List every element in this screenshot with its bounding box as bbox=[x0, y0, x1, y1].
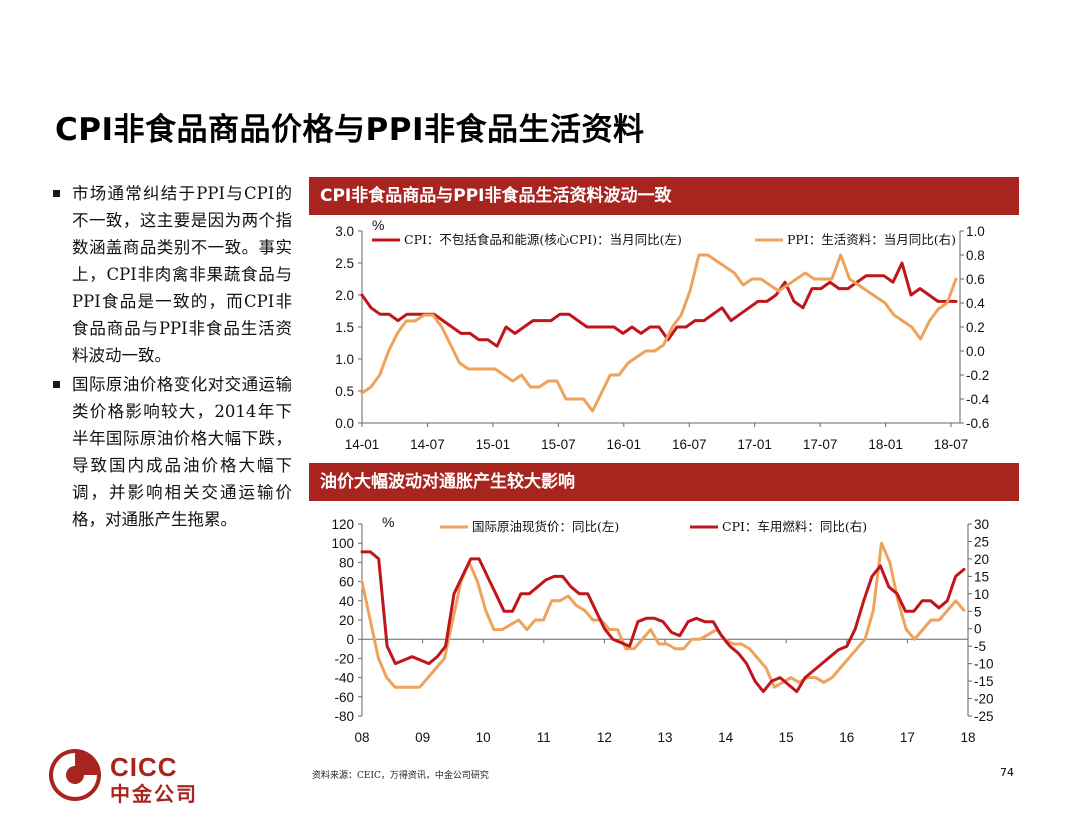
chart1-x-tick-label: 16-07 bbox=[672, 437, 707, 452]
chart2-y-right-tick-label: 30 bbox=[974, 517, 989, 532]
chart1-y-right-tick-label: -0.6 bbox=[966, 416, 989, 431]
cicc-logo-icon bbox=[49, 749, 101, 801]
chart1-unit-label: % bbox=[372, 217, 384, 233]
bullet-item: 国际原油价格变化对交通运输类价格影响较大，2014年下半年国际原油价格大幅下跌，… bbox=[52, 371, 292, 533]
chart2-x-tick-label: 16 bbox=[839, 730, 854, 745]
bullet-square-icon bbox=[53, 190, 60, 197]
chart2-x-tick-label: 17 bbox=[900, 730, 915, 745]
chart2-y-right-tick-label: -10 bbox=[974, 657, 994, 672]
bullet-text: 市场通常纠结于PPI与CPI的不一致，这主要是因为两个指数涵盖商品类别不一致。事… bbox=[72, 184, 292, 365]
chart2-y-right-tick-label: 5 bbox=[974, 604, 982, 619]
logo-text-en: CICC bbox=[110, 752, 178, 782]
chart1-y-right-tick-label: -0.4 bbox=[966, 392, 990, 407]
chart1-series-line-1 bbox=[360, 261, 958, 348]
chart1-y-left-tick-label: 0.5 bbox=[335, 384, 354, 399]
chart1-x-tick-label: 16-01 bbox=[607, 437, 642, 452]
chart2-y-right-tick-label: 20 bbox=[974, 552, 989, 567]
chart2-y-right-tick-label: 0 bbox=[974, 622, 982, 637]
logo-text-cn: 中金公司 bbox=[110, 782, 198, 806]
chart1-x-tick-label: 14-07 bbox=[410, 437, 445, 452]
bullet-square-icon bbox=[53, 381, 60, 388]
chart2-series-line-2 bbox=[360, 550, 966, 694]
chart1-x-tick-label: 15-01 bbox=[476, 437, 511, 452]
chart2-x-tick-label: 14 bbox=[718, 730, 734, 745]
chart2-y-right-tick-label: 10 bbox=[974, 587, 989, 602]
chart1-y-left-tick-label: 2.0 bbox=[335, 288, 354, 303]
chart1-y-right-tick-label: -0.2 bbox=[966, 368, 989, 383]
chart2-y-left-tick-label: 120 bbox=[331, 517, 354, 532]
chart1-x-tick-label: 18-01 bbox=[868, 437, 903, 452]
chart2-legend-label-1: 国际原油现货价：同比(左) bbox=[472, 519, 619, 534]
chart2-x-tick-label: 15 bbox=[779, 730, 794, 745]
chart1-y-left-tick-label: 2.5 bbox=[335, 256, 354, 271]
chart1-y-right-tick-label: 0.4 bbox=[966, 296, 985, 311]
chart2-y-left-tick-label: 40 bbox=[339, 594, 354, 609]
chart2-y-left-tick-label: -60 bbox=[334, 690, 354, 705]
chart1-y-right-tick-label: 0.8 bbox=[966, 248, 985, 263]
chart1-y-right-tick-label: 0.0 bbox=[966, 344, 985, 359]
chart2-y-right-tick-label: 15 bbox=[974, 569, 989, 584]
chart2-y-left-tick-label: 0 bbox=[346, 632, 354, 647]
chart2-y-right-tick-label: -25 bbox=[974, 709, 994, 724]
chart2-y-right-tick-label: -15 bbox=[974, 674, 994, 689]
chart2-x-tick-label: 18 bbox=[960, 730, 975, 745]
chart2-y-left-tick-label: 60 bbox=[339, 575, 354, 590]
chart2-y-right-tick-label: 25 bbox=[974, 534, 989, 549]
chart2-x-tick-label: 11 bbox=[537, 730, 551, 745]
chart2-x-tick-label: 13 bbox=[657, 730, 672, 745]
chart2-y-left-tick-label: 80 bbox=[339, 555, 354, 570]
chart2-x-tick-label: 10 bbox=[476, 730, 491, 745]
chart1-series-line-2 bbox=[360, 253, 958, 413]
bullet-list: 市场通常纠结于PPI与CPI的不一致，这主要是因为两个指数涵盖商品类别不一致。事… bbox=[52, 180, 292, 535]
bullet-text: 国际原油价格变化对交通运输类价格影响较大，2014年下半年国际原油价格大幅下跌，… bbox=[72, 375, 292, 529]
chart2-series-line-1 bbox=[360, 541, 966, 689]
chart2-y-right-tick-label: -5 bbox=[974, 639, 986, 654]
chart1-y-left-tick-label: 1.0 bbox=[335, 352, 354, 367]
page-number: 74 bbox=[1000, 766, 1014, 779]
source-note: 资料来源：CEIC，万得资讯，中金公司研究 bbox=[312, 771, 489, 781]
chart2-y-left-tick-label: 20 bbox=[339, 613, 354, 628]
chart1-x-tick-label: 17-07 bbox=[803, 437, 838, 452]
chart2-y-left-tick-label: -20 bbox=[334, 651, 354, 666]
chart2-y-left-tick-label: -80 bbox=[334, 709, 354, 724]
chart2-y-left-tick-label: 100 bbox=[331, 536, 354, 551]
chart1-y-left-tick-label: 1.5 bbox=[335, 320, 354, 335]
chart2-x-tick-label: 09 bbox=[415, 730, 430, 745]
chart2-unit-label: % bbox=[382, 514, 394, 530]
chart1-y-right-tick-label: 0.6 bbox=[966, 272, 985, 287]
chart2-header: 油价大幅波动对通胀产生较大影响 bbox=[309, 463, 1019, 501]
chart1-x-tick-label: 18-07 bbox=[934, 437, 969, 452]
chart2-legend-label-2: CPI：车用燃料：同比(右) bbox=[722, 519, 867, 534]
page-title: CPI非食品商品价格与PPI非食品生活资料 bbox=[55, 112, 645, 148]
chart1-header: CPI非食品商品与PPI非食品生活资料波动一致 bbox=[309, 177, 1019, 215]
chart1-x-tick-label: 17-01 bbox=[737, 437, 772, 452]
chart1-y-left-tick-label: 3.0 bbox=[335, 224, 354, 239]
chart2-x-tick-label: 12 bbox=[597, 730, 612, 745]
bullet-item: 市场通常纠结于PPI与CPI的不一致，这主要是因为两个指数涵盖商品类别不一致。事… bbox=[52, 180, 292, 369]
chart1-legend-label-2: PPI：生活资料：当月同比(右) bbox=[787, 232, 956, 247]
chart1-x-tick-label: 15-07 bbox=[541, 437, 576, 452]
chart2-x-tick-label: 08 bbox=[354, 730, 369, 745]
chart1-y-left-tick-label: 0.0 bbox=[335, 416, 354, 431]
chart2-y-right-tick-label: -20 bbox=[974, 692, 994, 707]
chart1-x-tick-label: 14-01 bbox=[345, 437, 380, 452]
chart1-legend-label-1: CPI：不包括食品和能源(核心CPI)：当月同比(左) bbox=[404, 232, 682, 247]
chart2-y-left-tick-label: -40 bbox=[334, 671, 354, 686]
chart1-y-right-tick-label: 1.0 bbox=[966, 224, 985, 239]
chart1-y-right-tick-label: 0.2 bbox=[966, 320, 985, 335]
